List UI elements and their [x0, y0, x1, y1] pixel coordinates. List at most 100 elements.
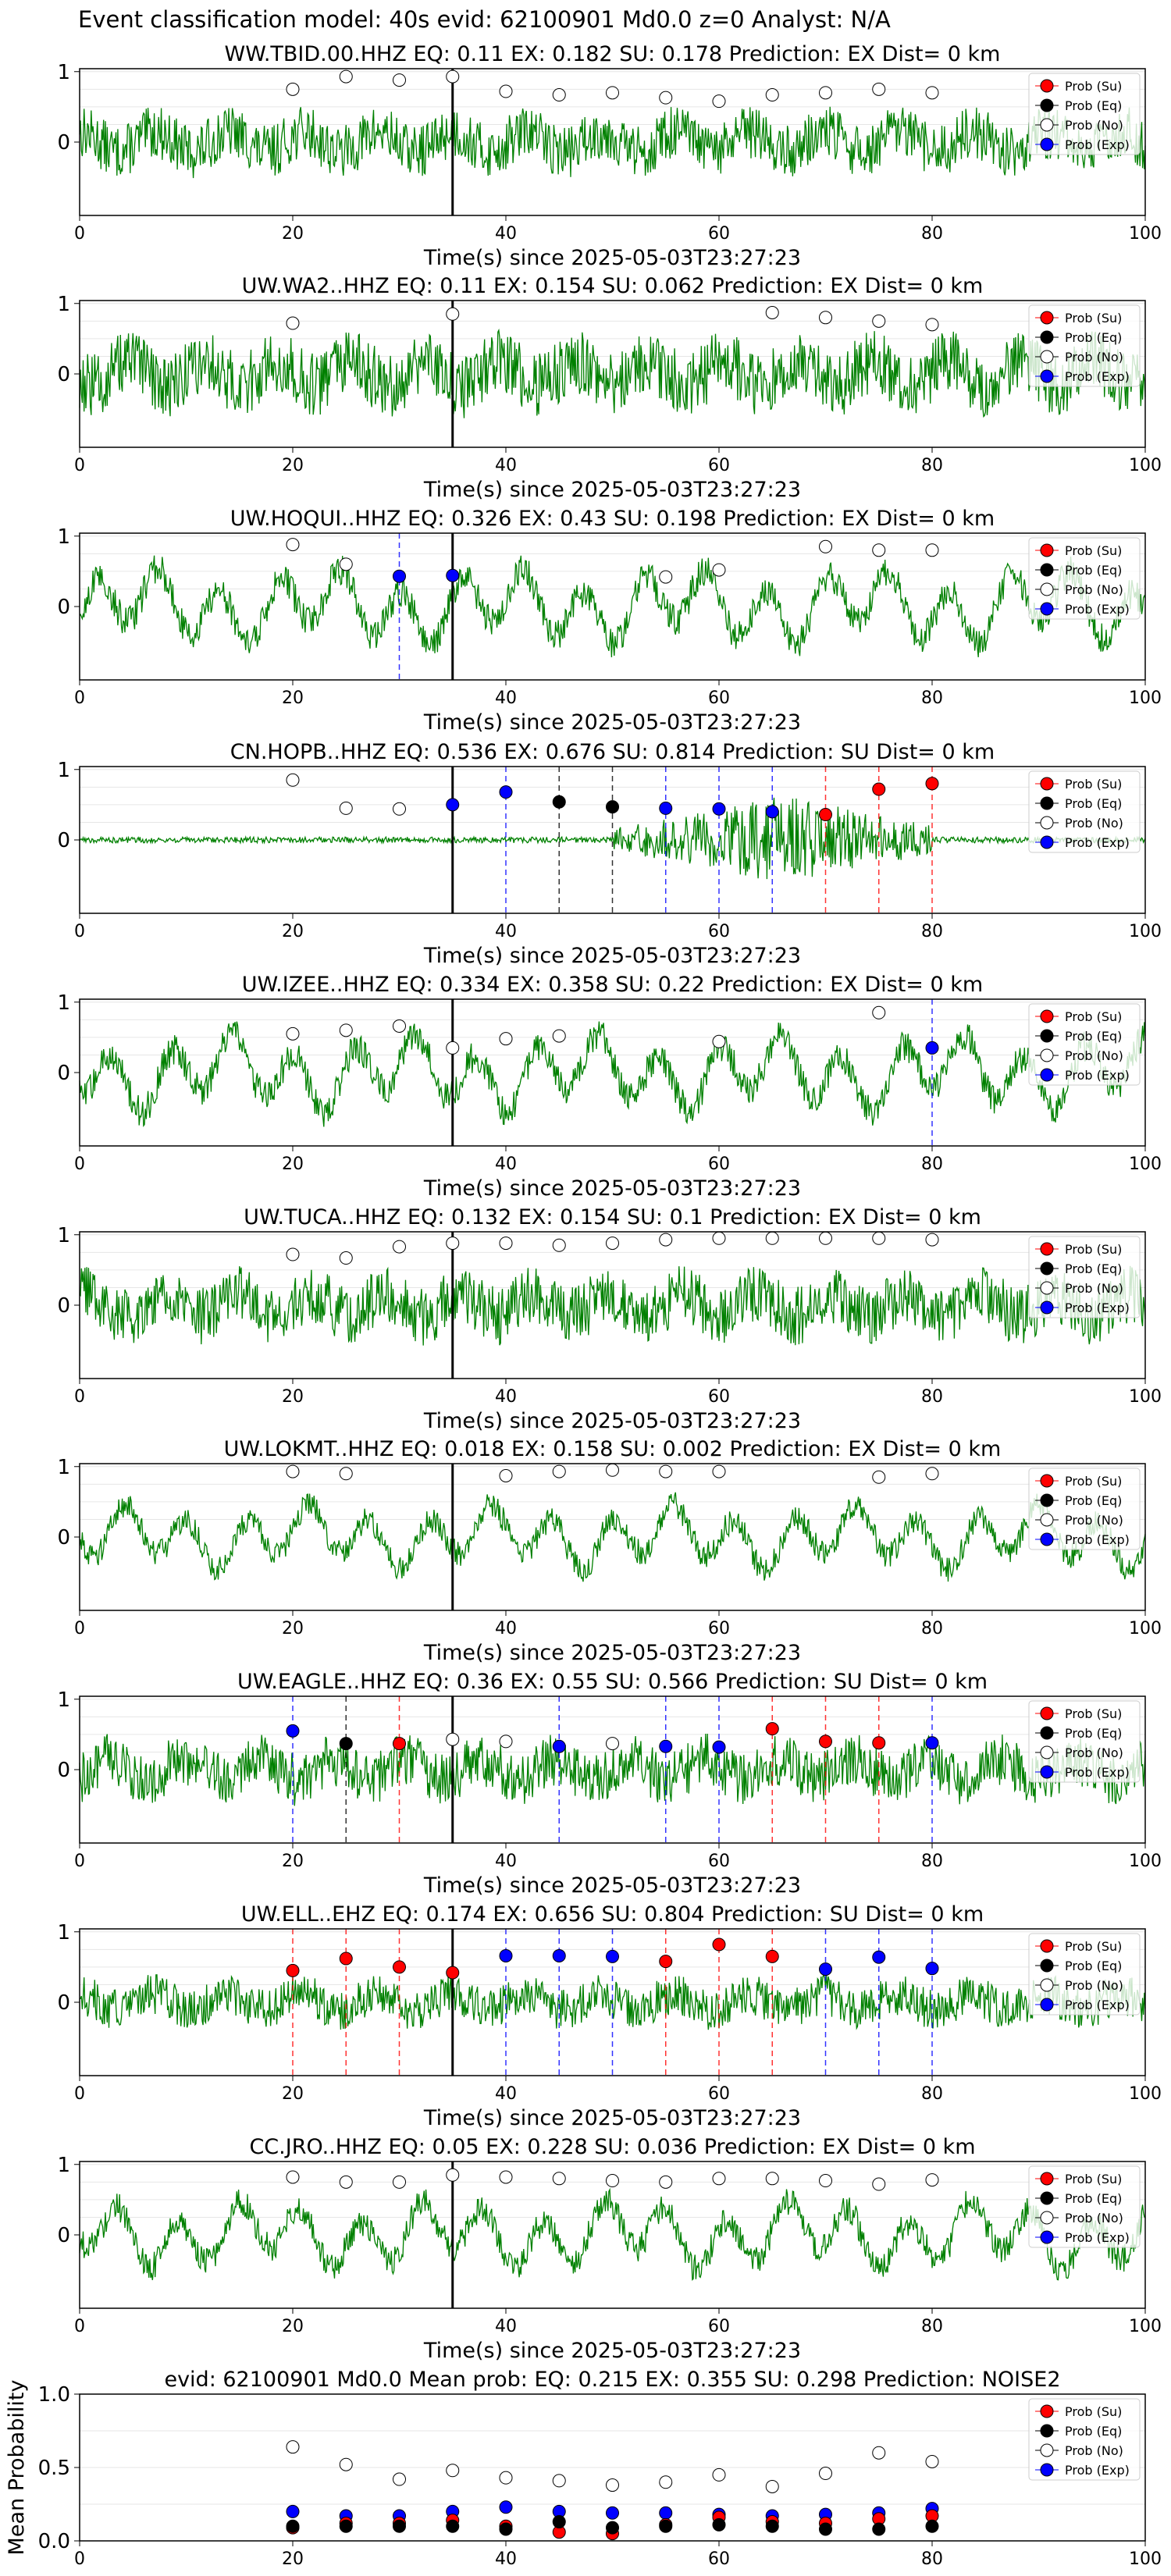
panel7-title: UW.LOKMT..HHZ EQ: 0.018 EX: 0.158 SU: 0.…: [224, 1437, 1002, 1461]
panel8-prob-point-su: [765, 1722, 779, 1736]
mean-panel-point-no: [819, 2467, 832, 2481]
mean-panel-point-eq: [446, 2519, 460, 2533]
panel8-ytick-label: 1: [57, 1688, 70, 1712]
panel10-prob-point-no: [819, 2174, 832, 2188]
panel3-prob-point-no: [819, 539, 832, 553]
panel6-ytick-label: 1: [57, 1224, 70, 1247]
panel8-legend-box: [1028, 1700, 1141, 1783]
panel1-prob-point-no: [872, 82, 886, 96]
seismic-trace: [79, 1265, 1146, 1346]
panel4-prob-point-su: [872, 782, 886, 796]
panel6-prob-point-no: [606, 1236, 619, 1251]
panel8-prob-point-no: [606, 1737, 619, 1751]
panel10-prob-point-no: [606, 2174, 619, 2188]
panel9-legend-label-su: Prob (Su): [1065, 1939, 1122, 1954]
panel4-prob-point-exp: [499, 785, 513, 799]
panel3-xtick-label: 60: [708, 688, 730, 708]
mean-panel-point-eq: [819, 2522, 832, 2536]
panel3-xtick-label: 40: [495, 688, 517, 708]
panel7-legend-label-exp: Prob (Exp): [1065, 1532, 1130, 1547]
panel6-prob-point-no: [286, 1247, 300, 1261]
panel8-xtick-label: 80: [921, 1852, 943, 1871]
panel6-prob-point-no: [925, 1233, 939, 1247]
panel1-legend-marker-eq: [1040, 98, 1054, 112]
panel8-legend-marker-exp: [1040, 1765, 1054, 1779]
panel7-xtick-label: 100: [1129, 1619, 1162, 1638]
panel3-prob-point-exp: [446, 568, 460, 582]
panel1-xlabel: Time(s) since 2025-05-03T23:27:23: [423, 246, 801, 270]
panel5-legend-marker-eq: [1040, 1029, 1054, 1043]
panel10-legend-label-exp: Prob (Exp): [1065, 2230, 1130, 2245]
panel1-prob-point-no: [499, 84, 513, 98]
panel6-legend-label-eq: Prob (Eq): [1065, 1261, 1122, 1276]
seismic-trace: [79, 555, 1146, 658]
panel1-frame: [79, 68, 1146, 216]
panel6-ytick-label: 0: [57, 1294, 70, 1318]
panel4-xlabel: Time(s) since 2025-05-03T23:27:23: [423, 944, 801, 968]
mean-panel-point-exp: [499, 2500, 513, 2514]
panel10-legend-label-no: Prob (No): [1065, 2211, 1123, 2226]
panel4-prob-point-exp: [712, 802, 726, 816]
panel6-prob-point-no: [872, 1231, 886, 1245]
panel3-legend-label-eq: Prob (Eq): [1065, 563, 1122, 578]
panel6-legend-label-exp: Prob (Exp): [1065, 1300, 1130, 1315]
mean-panel-ytick-label: 0.5: [38, 2457, 70, 2480]
panel8-prob-point-exp: [286, 1724, 300, 1738]
panel4-prob-point-no: [286, 773, 300, 787]
mean-panel-point-no: [286, 2440, 300, 2454]
panel10-ytick-label: 0: [57, 2224, 70, 2247]
panel1-xtick-label: 60: [708, 224, 730, 244]
panel6-legend-marker-eq: [1040, 1261, 1054, 1276]
panel2-legend-box: [1028, 304, 1141, 387]
panel3-frame: [79, 532, 1146, 681]
seismic-trace: [79, 1974, 1146, 2030]
panel5-title: UW.IZEE..HHZ EQ: 0.334 EX: 0.358 SU: 0.2…: [242, 973, 983, 997]
panel4-prob-point-eq: [606, 800, 619, 814]
panel8-xtick-label: 60: [708, 1852, 730, 1871]
panel7-legend: Prob (Su) Prob (Eq) Prob (No) Prob (Exp): [1028, 1468, 1141, 1550]
panel3-xtick-label: 100: [1129, 688, 1162, 708]
panel10-xtick-label: 80: [921, 2317, 943, 2336]
mean-panel-legend-label-su: Prob (Su): [1065, 2404, 1122, 2419]
panel6-prob-point-no: [446, 1236, 460, 1251]
panel6-prob-point-no: [659, 1233, 673, 1247]
panel5-ytick-label: 1: [57, 991, 70, 1015]
panel1-ytick-label: 0: [57, 131, 70, 155]
panel5-prob-point-no: [552, 1029, 566, 1043]
mean-panel-point-eq: [872, 2522, 886, 2536]
panel4-title: CN.HOPB..HHZ EQ: 0.536 EX: 0.676 SU: 0.8…: [230, 740, 995, 764]
panel1-prob-point-no: [659, 91, 673, 105]
panel4-xtick-label: 20: [282, 922, 304, 941]
panel7-xlabel: Time(s) since 2025-05-03T23:27:23: [423, 1641, 801, 1665]
panel10-prob-point-no: [765, 2172, 779, 2186]
panel2-prob-point-no: [286, 316, 300, 330]
mean-panel-ylabel: Mean Probability: [5, 2380, 29, 2556]
panel4-xtick-label: 100: [1129, 922, 1162, 941]
panel5-xtick-label: 40: [495, 1155, 517, 1174]
panel8-xtick-label: 0: [74, 1852, 85, 1871]
panel10-title: CC.JRO..HHZ EQ: 0.05 EX: 0.228 SU: 0.036…: [249, 2135, 975, 2159]
panel10-legend-marker-exp: [1040, 2230, 1054, 2244]
panel4-legend-marker-no: [1040, 816, 1054, 830]
panel6-legend: Prob (Su) Prob (Eq) Prob (No) Prob (Exp): [1028, 1236, 1141, 1318]
panel10-legend-label-eq: Prob (Eq): [1065, 2191, 1122, 2206]
panel7-prob-point-no: [712, 1464, 726, 1478]
panel4-legend-marker-exp: [1040, 835, 1054, 849]
panel2-prob-point-no: [819, 311, 832, 325]
panel2-legend-marker-exp: [1040, 369, 1054, 383]
panel9-xtick-label: 100: [1129, 2084, 1162, 2104]
panel9-legend-label-eq: Prob (Eq): [1065, 1959, 1122, 1973]
panel10-legend-marker-eq: [1040, 2191, 1054, 2205]
panel4-prob-point-su: [819, 808, 832, 822]
mean-panel-point-eq: [606, 2521, 619, 2535]
panel6-xtick-label: 80: [921, 1387, 943, 1407]
panel7-xtick-label: 80: [921, 1619, 943, 1638]
mean-panel-point-no: [499, 2471, 513, 2485]
panel5-legend-label-exp: Prob (Exp): [1065, 1068, 1130, 1083]
panel10-prob-point-no: [286, 2170, 300, 2184]
panel2-xtick-label: 20: [282, 456, 304, 475]
mean-panel-legend-marker-su: [1040, 2404, 1054, 2418]
panel8-legend-label-su: Prob (Su): [1065, 1706, 1122, 1721]
panel2-ytick-label: 0: [57, 363, 70, 386]
panel1-legend: Prob (Su) Prob (Eq) Prob (No) Prob (Exp): [1028, 73, 1141, 155]
